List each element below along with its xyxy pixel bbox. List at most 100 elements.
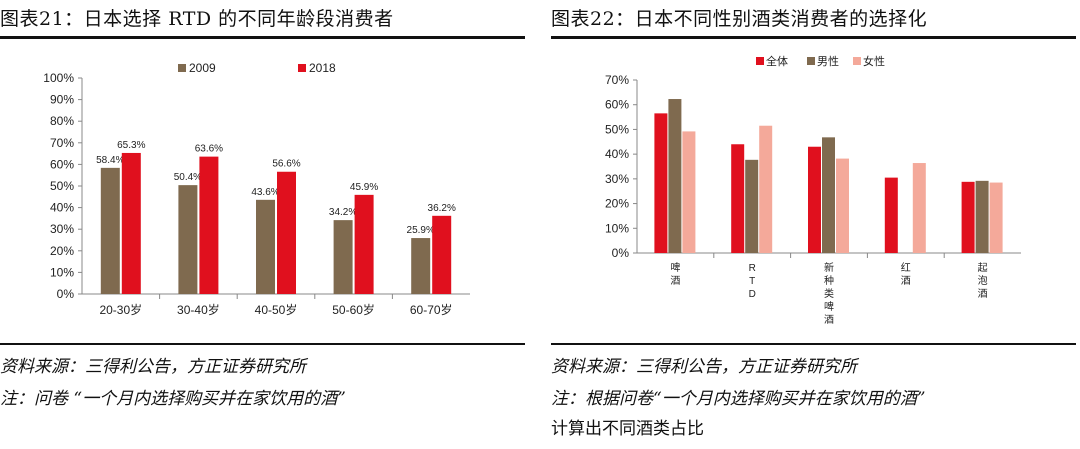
bar-2018 [432,215,452,294]
y-tick-label: 10% [605,221,629,235]
data-label: 25.9% [407,225,435,236]
bar-男性 [668,99,682,253]
legend-swatch-2018 [298,64,306,72]
legend-label-男性: 男性 [817,54,839,68]
data-label: 58.4% [96,155,124,166]
legend-swatch-全体 [756,57,764,65]
chart-age-groups: 0% 10% 20% 30% 40% 50% 60% 70% 80% 90% 100% 58.4% 65… [0,40,525,340]
bar-男性 [975,180,989,253]
legend-label-女性: 女性 [863,54,885,68]
data-label: 65.3% [117,140,145,151]
bar-2009 [256,199,275,294]
figure-21-panel: 图表21：日本选择 RTD 的不同年龄段消费者 0% 10% 20% 30% 40% 50… [0,0,525,449]
chart-gender: 0% 10% 20% 30% 40% 50% 60% 70% 啤酒 R T D 新种类啤酒红酒起泡酒全体… [551,40,1076,340]
bar-2018 [354,194,374,294]
bar-全体 [731,144,745,253]
x-tick-label: 50-60岁 [332,302,375,317]
data-label: 50.4% [174,172,202,183]
legend-swatch-2009 [178,64,186,72]
y-tick-label: 40% [605,147,629,161]
figure-22-title: 图表22：日本不同性别酒类消费者的选择化 [551,8,928,30]
data-label: 56.6% [272,159,300,170]
bar-全体 [808,146,821,253]
data-label: 34.2% [329,207,357,218]
figure-21-bottom-rule [0,343,525,345]
x-tick-label-char: 酒 [824,314,834,326]
y-tick-label: 90% [50,93,74,107]
bar-男性 [745,159,759,253]
y-tick-label: 60% [50,157,74,171]
figure-22-note-continued: 计算出不同酒类占比 [551,419,704,439]
y-tick-label: 80% [50,114,74,128]
bar-2009 [411,238,431,294]
legend-label-全体: 全体 [766,54,788,68]
y-tick-label: 0% [612,246,630,260]
bar-2018 [277,171,296,294]
data-label: 43.6% [251,187,279,198]
x-tick-label-char: 啤 [670,262,680,274]
bar-男性 [822,137,835,253]
x-tick-label: 40-50岁 [255,302,298,317]
x-tick-label-char: D [749,289,756,300]
bar-女性 [989,182,1003,253]
figure-21-top-rule [0,36,525,39]
x-tick-label-char: 起 [978,262,988,274]
x-tick-label-char: 新 [824,261,834,274]
bar-全体 [654,113,668,253]
chart-age-groups-svg: 0% 10% 20% 30% 40% 50% 60% 70% 80% 90% 100% 58.4% 65… [43,61,470,317]
x-tick-label-char: 酒 [901,275,911,287]
y-tick-label: 100% [43,71,74,85]
figure-21-title: 图表21：日本选择 RTD 的不同年龄段消费者 [0,8,394,30]
y-tick-label: 20% [605,197,629,211]
x-tick-label-char: R [749,263,756,274]
y-tick-label: 40% [50,201,74,215]
x-tick-label-char: 酒 [670,275,680,287]
data-label: 36.2% [428,203,456,214]
bar-女性 [836,158,849,253]
bar-2018 [199,156,219,294]
data-label: 45.9% [350,182,378,193]
bar-全体 [961,181,975,253]
y-tick-label: 30% [50,222,74,236]
figure-21-note: 注：问卷 “一个月内选择购买并在家饮用的酒” [0,389,346,409]
y-tick-label: 50% [605,122,629,136]
x-tick-label-char: 酒 [978,288,988,300]
legend-label-2009: 2009 [189,61,216,75]
y-tick-label: 60% [605,98,629,112]
bar-2009 [333,220,353,294]
x-tick-label-char: 红 [901,261,911,274]
figure-22-note: 注：根据问卷“一个月内选择购买并在家饮用的酒” [551,389,926,409]
figure-22-bottom-rule [551,343,1076,345]
x-tick-label-char: 类 [824,287,834,300]
legend-swatch-男性 [807,57,815,65]
bar-2009 [100,167,120,294]
figure-22-top-rule [551,36,1076,39]
x-tick-label: 20-30岁 [99,302,142,317]
data-label: 63.6% [195,144,223,155]
bar-2009 [178,185,198,294]
legend-swatch-女性 [853,57,861,65]
bar-女性 [682,131,696,253]
y-tick-label: 50% [50,179,74,193]
y-tick-label: 70% [605,73,629,87]
x-tick-label-char: 泡 [978,274,988,287]
y-tick-label: 10% [50,265,74,279]
y-tick-label: 70% [50,136,74,150]
x-tick-label-char: 啤 [824,301,834,313]
figure-22-panel: 图表22：日本不同性别酒类消费者的选择化 0% 10% 20% 30% 40% 50% 60… [551,0,1076,449]
bar-女性 [759,125,773,253]
x-tick-label-char: 种 [824,274,834,287]
x-tick-label-char: T [749,276,755,287]
figure-21-source: 资料来源：三得利公告，方正证券研究所 [0,357,306,377]
bar-女性 [912,163,926,253]
x-tick-label: 30-40岁 [177,302,220,317]
chart-gender-svg: 0%10%20%30%40%50%60%70%啤酒RTD新种类啤酒红酒起泡酒全体… [605,54,1021,326]
bar-全体 [884,177,898,253]
figure-22-source: 资料来源：三得利公告，方正证券研究所 [551,357,857,377]
y-tick-label: 20% [50,244,74,258]
x-tick-label: 60-70岁 [410,302,453,317]
bar-2018 [121,152,141,294]
y-tick-label: 0% [57,287,75,301]
y-tick-label: 30% [605,172,629,186]
legend-label-2018: 2018 [309,61,336,75]
